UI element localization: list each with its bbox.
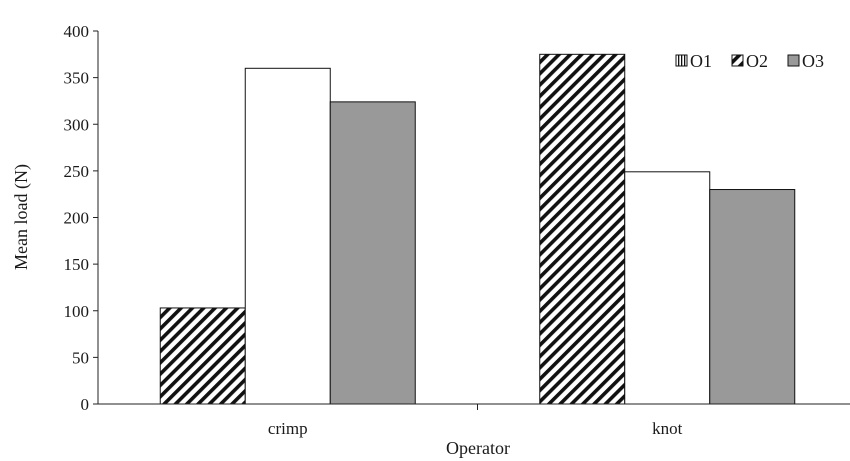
- bar-o1-crimp: [159, 307, 246, 405]
- bar-o3-crimp: [329, 101, 416, 405]
- legend-swatch-o3: [787, 54, 800, 67]
- legend-swatch-o1: [675, 54, 688, 67]
- y-tick-label: 150: [64, 255, 90, 274]
- y-tick-label: 350: [64, 69, 90, 88]
- y-tick-label: 100: [64, 302, 90, 321]
- legend-swatch-o2: [731, 54, 744, 67]
- legend-label-o3: O3: [802, 51, 824, 71]
- y-tick-label: 250: [64, 162, 90, 181]
- y-tick-label: 50: [72, 348, 89, 367]
- legend-label-o1: O1: [690, 51, 712, 71]
- y-tick-label: 200: [64, 209, 90, 228]
- y-tick-label: 0: [81, 395, 90, 414]
- y-ticks-group: 0 50 100 150 200 250 300 350 400: [64, 22, 98, 414]
- legend: O1 O2 O3: [675, 51, 824, 71]
- y-tick-label: 300: [64, 115, 90, 134]
- bars-group: [159, 53, 796, 405]
- bar-o1-knot: [539, 53, 626, 405]
- x-category-label: crimp: [268, 419, 308, 438]
- y-tick-label: 400: [64, 22, 90, 41]
- x-categories-group: crimp knot: [268, 404, 683, 438]
- legend-label-o2: O2: [746, 51, 768, 71]
- bar-o2-crimp: [244, 67, 331, 405]
- y-axis-title: Mean load (N): [11, 164, 32, 270]
- bar-o3-knot: [709, 189, 796, 405]
- x-category-label: knot: [652, 419, 683, 438]
- bar-o2-knot: [624, 171, 711, 405]
- x-axis-title: Operator: [446, 438, 510, 458]
